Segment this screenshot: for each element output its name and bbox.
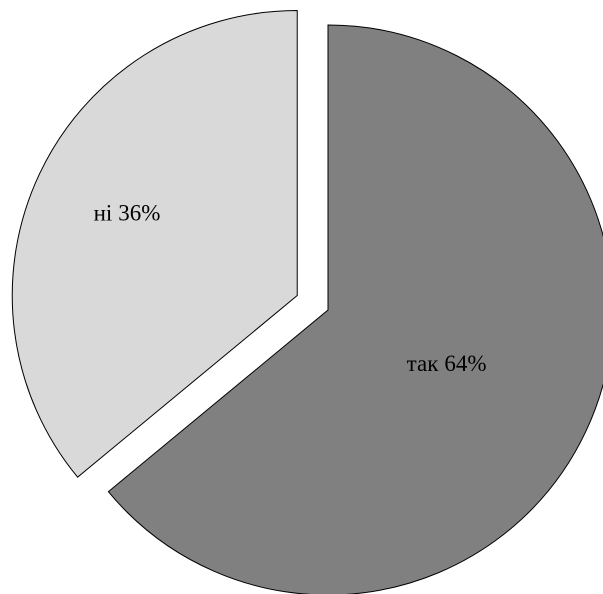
value-label: 36% — [118, 201, 160, 226]
data-label: ні 36% — [94, 201, 161, 226]
value-label: 64% — [444, 351, 486, 376]
data-label: так 64% — [407, 351, 487, 376]
category-label: так — [407, 351, 440, 376]
pie-slice — [107, 24, 603, 594]
category-label: ні — [94, 201, 113, 226]
pie-slice — [11, 10, 298, 478]
